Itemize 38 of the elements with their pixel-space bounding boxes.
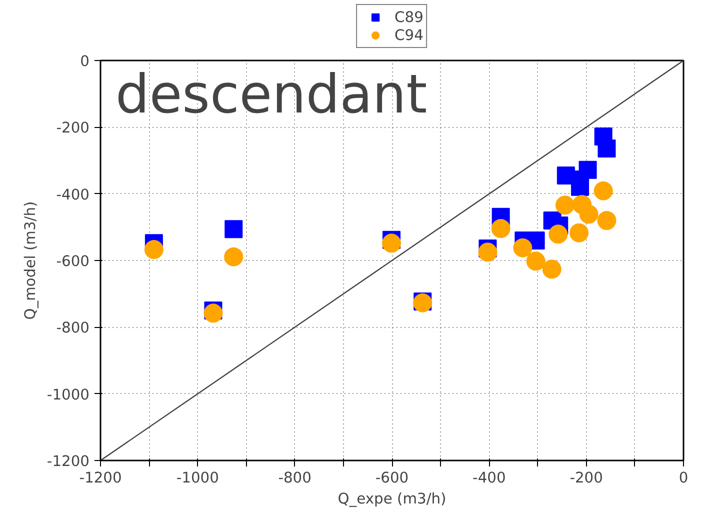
y-tick-label: -200: [56, 120, 90, 137]
point: [224, 247, 244, 266]
point: [555, 196, 574, 215]
point: [204, 304, 223, 323]
point: [542, 260, 562, 279]
point: [570, 223, 589, 242]
x-tick-label: 0: [678, 470, 688, 486]
point: [382, 234, 402, 253]
y-tick-label: -600: [56, 253, 90, 270]
point: [526, 252, 546, 271]
point: [548, 224, 568, 244]
x-tick-label: -1000: [176, 470, 219, 486]
y-tick-label: -400: [56, 186, 90, 204]
point: [598, 140, 616, 158]
point: [513, 238, 532, 258]
legend-label: C89: [394, 8, 424, 26]
point: [571, 178, 590, 196]
y-tick-label: 0: [80, 53, 90, 70]
x-axis-title: Q_expe (m3/h): [338, 490, 446, 508]
point: [224, 220, 243, 238]
point: [578, 160, 597, 179]
y-tick-label: -800: [56, 320, 90, 337]
point: [478, 242, 498, 262]
x-tick-label: -800: [278, 470, 312, 486]
y-tick-label: -1000: [46, 386, 90, 404]
x-tick-label: -400: [472, 470, 506, 486]
x-tick-label: -1200: [79, 470, 122, 486]
point: [597, 211, 616, 230]
point: [579, 204, 598, 224]
x-tick-label: -600: [375, 470, 409, 486]
point: [491, 219, 510, 238]
annotation: descendant: [116, 62, 428, 126]
point: [594, 181, 613, 200]
y-tick-label: -1200: [46, 453, 90, 470]
y-axis-title: Q_model (m3/h): [22, 201, 39, 320]
x-tick-label: -200: [570, 470, 603, 486]
point: [144, 240, 164, 259]
legend-label: C94: [394, 26, 424, 44]
